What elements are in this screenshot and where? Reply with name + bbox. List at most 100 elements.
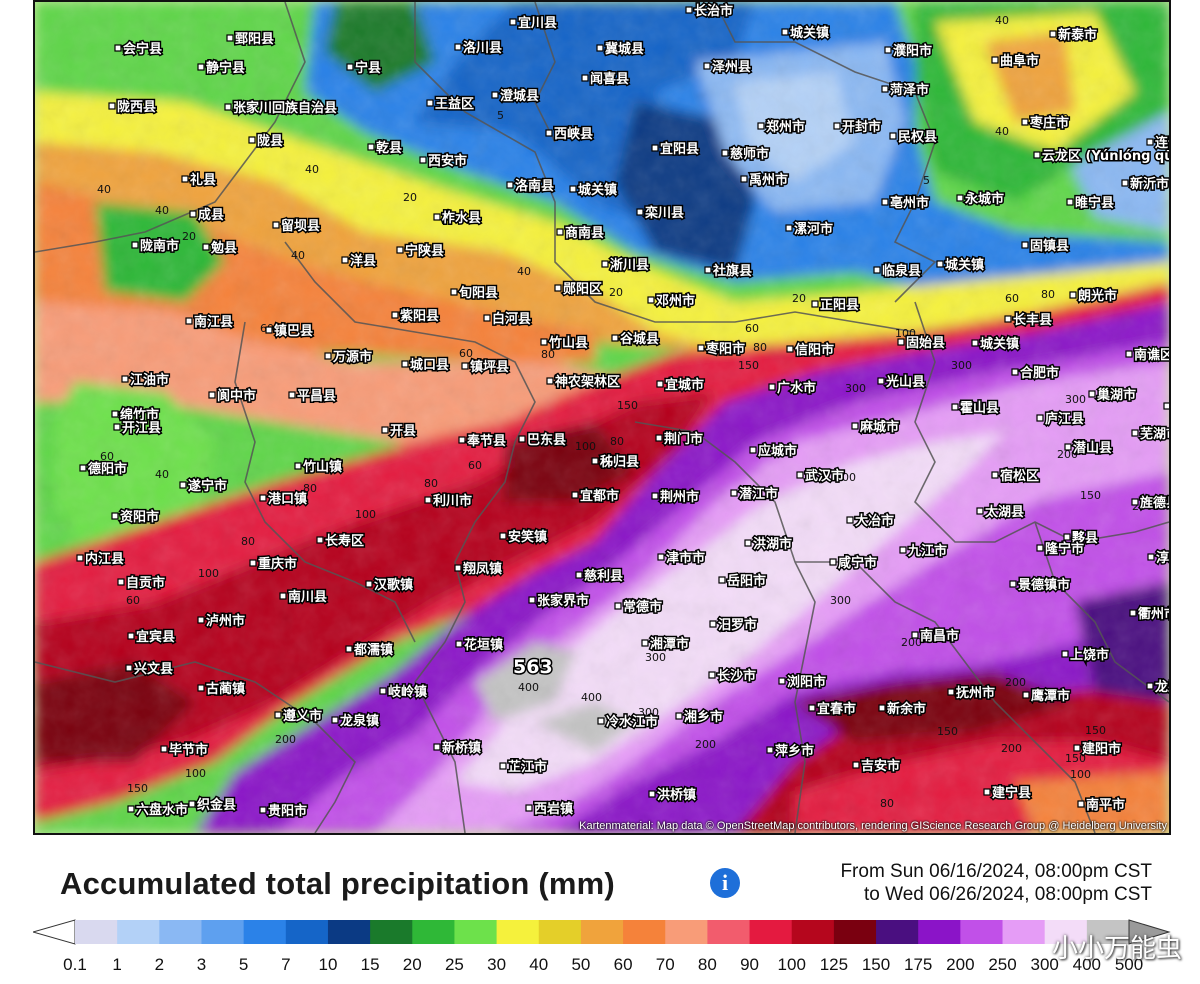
city-marker: 柞水县 <box>433 209 483 228</box>
city-label: 宜都市 <box>580 488 619 504</box>
city-marker: 自贡市 <box>117 574 167 593</box>
city-label: 宿松区 <box>1000 468 1039 484</box>
city-dot <box>881 198 889 206</box>
city-marker: 资阳市 <box>111 508 161 527</box>
legend-swatch <box>285 920 329 944</box>
city-marker: 广水市 <box>768 379 818 398</box>
city-label: 巴东县 <box>527 432 566 448</box>
city-label: 太湖县 <box>984 504 1024 520</box>
contour-label: 300 <box>835 471 856 484</box>
city-dot <box>581 74 589 82</box>
city-dot <box>718 576 726 584</box>
city-dot <box>259 806 267 814</box>
city-dot <box>179 481 187 489</box>
city-marker: 菏泽市 <box>881 81 931 100</box>
city-dot <box>1063 533 1071 541</box>
legend-label: 7 <box>281 955 291 974</box>
city-label: 张家界市 <box>537 593 589 609</box>
city-marker: 利川市 <box>424 492 474 511</box>
city-dot <box>540 338 548 346</box>
city-marker: 城关镇 <box>936 256 986 275</box>
city-dot <box>636 208 644 216</box>
city-label: 利川市 <box>433 493 472 509</box>
city-label: 城关镇 <box>980 336 1019 352</box>
city-marker: 长寿区 <box>316 532 366 551</box>
contour-label: 80 <box>241 535 255 548</box>
contour-label: 60 <box>468 459 482 472</box>
city-label: 鹰潭市 <box>1031 688 1070 704</box>
city-marker: 潜山县 <box>1064 439 1114 458</box>
city-marker: 城关镇 <box>569 181 619 200</box>
city-marker: 宜都市 <box>571 487 621 506</box>
city-marker: 西安市 <box>419 152 469 171</box>
legend-label: 10 <box>318 955 338 974</box>
city-dot <box>675 712 683 720</box>
city-label: 固镇县 <box>1030 238 1069 254</box>
city-marker: 南谯区 <box>1125 346 1169 365</box>
city-marker: 洪桥镇 <box>648 786 698 805</box>
legend-swatch <box>454 920 498 944</box>
legend-label: 175 <box>904 955 933 974</box>
city-marker: 太湖县 <box>976 503 1026 522</box>
info-icon[interactable]: i <box>710 868 740 898</box>
city-dot <box>316 536 324 544</box>
city-marker: 合肥市 <box>1011 364 1061 383</box>
city-dot <box>545 129 553 137</box>
city-marker: 漯河市 <box>785 220 835 239</box>
city-dot <box>160 745 168 753</box>
city-dot <box>651 144 659 152</box>
city-dot <box>525 804 533 812</box>
city-dot <box>499 762 507 770</box>
city-label: 常德市 <box>623 599 662 615</box>
city-label: 濮阳市 <box>893 43 932 59</box>
city-marker: 毕节市 <box>160 741 210 760</box>
city-label: 白河县 <box>492 311 531 327</box>
city-label: 宜城市 <box>665 377 704 393</box>
legend-label: 30 <box>487 955 507 974</box>
city-label: 城关镇 <box>790 25 829 41</box>
city-dot <box>181 175 189 183</box>
city-dot <box>391 311 399 319</box>
legend-label: 2 <box>154 955 165 974</box>
city-label: 泽州县 <box>712 60 751 75</box>
city-dot <box>1033 151 1041 159</box>
contour-label: 40 <box>517 265 531 278</box>
city-label: 城口县 <box>410 357 449 373</box>
legend-swatch <box>833 920 877 944</box>
city-label: 洛川县 <box>463 40 502 56</box>
city-marker: 正阳县 <box>811 297 861 315</box>
city-label: 乾县 <box>376 140 402 156</box>
legend-swatch <box>370 920 413 944</box>
city-label: 会宁县 <box>123 41 162 57</box>
city-marker: 大冶市 <box>846 512 896 531</box>
city-dot <box>509 18 517 26</box>
city-marker: 郑州市 <box>757 118 807 137</box>
city-dot <box>114 44 122 52</box>
contour-label: 150 <box>617 399 638 412</box>
legend-label: 200 <box>946 955 975 974</box>
city-label: 港口镇 <box>268 491 307 507</box>
precipitation-map[interactable]: 40 5 20 40 5 20 40 40 20 40 40 40 20 20 60 80 60 80 60 60 80… <box>33 0 1171 835</box>
city-dot <box>983 788 991 796</box>
city-marker: 湘乡市 <box>675 708 725 727</box>
city-label: 睢宁县 <box>1075 195 1114 211</box>
city-label: 秭归县 <box>600 454 639 470</box>
city-marker: 宜宾县 <box>127 628 177 647</box>
city-marker: 建阳市 <box>1073 740 1123 759</box>
city-dot <box>846 516 854 524</box>
city-dot <box>656 380 664 388</box>
city-dot <box>324 352 332 360</box>
city-marker: 鹰潭市 <box>1022 687 1072 706</box>
city-dot <box>224 103 232 111</box>
legend-label: 90 <box>740 955 760 974</box>
city-dot <box>657 553 665 561</box>
city-dot <box>730 489 738 497</box>
city-label: 新桥镇 <box>442 740 481 756</box>
legend-swatch <box>707 920 751 944</box>
city-marker: 竹山县 <box>540 334 590 353</box>
city-label: 翔凤镇 <box>462 561 502 577</box>
city-marker: 张家川回族自治县 <box>224 99 339 118</box>
city-marker: 江油市 <box>121 371 171 390</box>
city-marker: 衢州市 <box>1129 605 1169 624</box>
city-dot <box>202 243 210 251</box>
